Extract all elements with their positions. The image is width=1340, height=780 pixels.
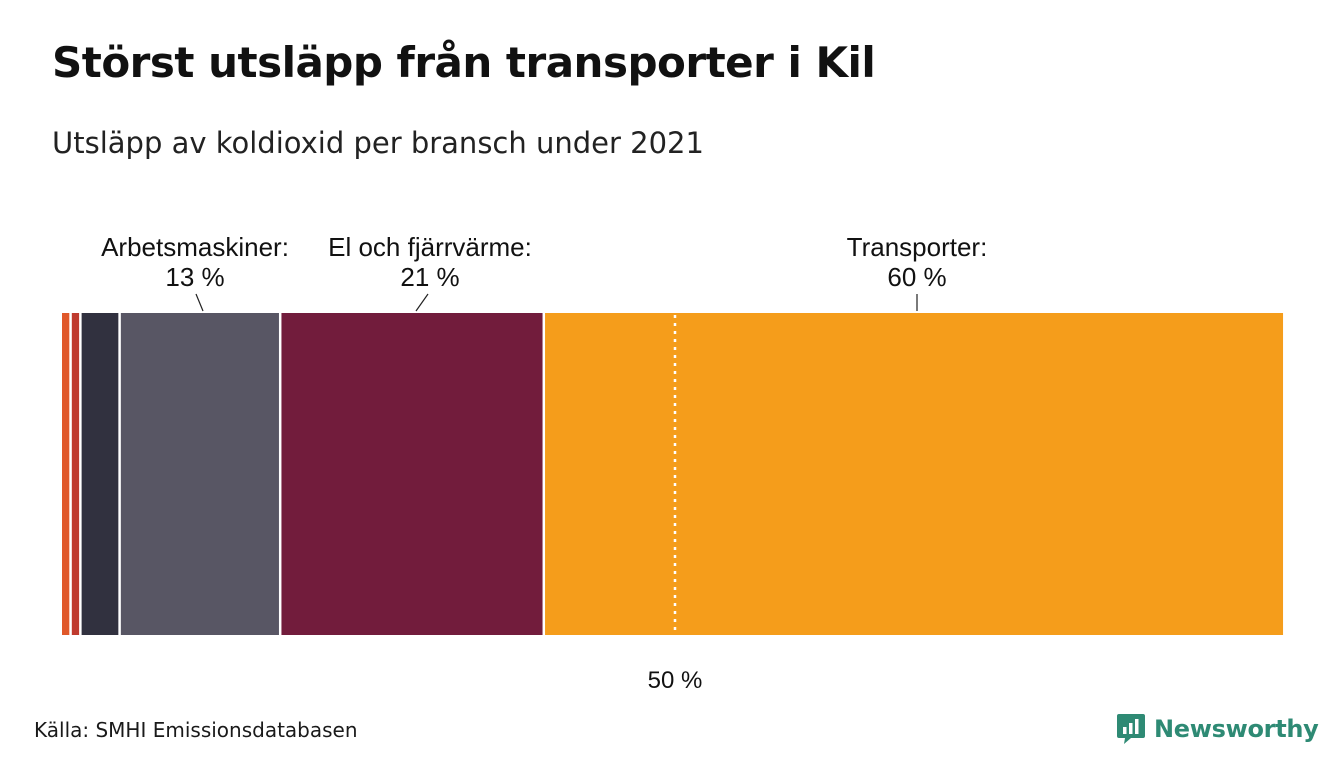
reference-layer: 50 % — [648, 315, 703, 690]
bars-layer — [60, 313, 1290, 635]
bar-segment-5 — [545, 313, 1284, 635]
newsworthy-logo-icon — [1117, 714, 1145, 744]
bar-segment-0 — [62, 313, 70, 635]
segment-label-3: Arbetsmaskiner: — [101, 232, 289, 262]
labels-layer: Arbetsmaskiner:13 % El och fjärrvärme:21 … — [101, 232, 988, 312]
newsworthy-logo: Newsworthy — [1116, 712, 1319, 746]
bar-segment-2 — [81, 313, 119, 635]
reference-line-label: 50 % — [648, 667, 703, 690]
bar-segment-4 — [281, 313, 543, 635]
stacked-bar-chart: 50 % Arbetsmaskiner:13 % El och fjärrvärm… — [60, 232, 1290, 690]
chart-title: Störst utsläpp från transporter i Kil — [52, 38, 876, 87]
leader-line-4 — [415, 293, 429, 312]
segment-value-label-3: 13 % — [165, 262, 224, 292]
bar-segment-1 — [71, 313, 80, 635]
leader-line-3 — [195, 293, 204, 312]
source-note: Källa: SMHI Emissionsdatabasen — [34, 718, 358, 742]
segment-value-label-4: 21 % — [400, 262, 459, 292]
logo-text: Newsworthy — [1154, 715, 1319, 743]
segment-value-label-5: 60 % — [887, 262, 946, 292]
segment-label-4: El och fjärrvärme: — [328, 232, 532, 262]
segment-label-5: Transporter: — [847, 232, 988, 262]
chart-subtitle: Utsläpp av koldioxid per bransch under 2… — [52, 126, 704, 160]
bar-segment-3 — [120, 313, 279, 635]
